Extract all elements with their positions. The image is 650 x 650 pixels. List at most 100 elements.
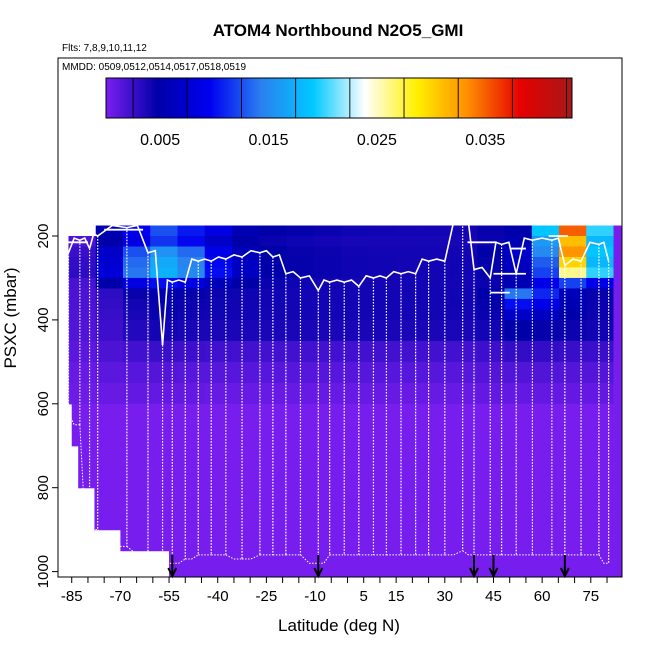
flight-profile-top bbox=[210, 256, 227, 262]
heatmap-cell bbox=[422, 382, 451, 405]
heatmap-cell bbox=[368, 382, 397, 405]
heatmap-cell bbox=[450, 361, 478, 384]
heatmap-cell bbox=[586, 319, 615, 342]
heatmap-cell bbox=[395, 424, 424, 447]
heatmap-cell bbox=[95, 382, 124, 405]
heatmap-cell bbox=[150, 424, 179, 447]
heatmap-cell bbox=[68, 382, 97, 405]
heatmap-cell bbox=[422, 236, 451, 248]
heatmap-cell bbox=[422, 340, 451, 363]
heatmap-cell bbox=[313, 403, 342, 426]
flight-profile-top bbox=[444, 220, 463, 262]
heatmap-cell bbox=[231, 256, 260, 269]
heatmap-cell bbox=[122, 403, 151, 426]
arrow-markers bbox=[167, 555, 570, 579]
heatmap-cell bbox=[71, 424, 97, 447]
heatmap-cell bbox=[313, 319, 342, 342]
heatmap-cell bbox=[477, 246, 506, 258]
heatmap-cell bbox=[395, 309, 424, 321]
heatmap-cell bbox=[395, 529, 424, 552]
heatmap-cell bbox=[531, 403, 560, 426]
heatmap-cell bbox=[259, 361, 288, 384]
heatmap-cell bbox=[177, 550, 206, 573]
heatmap-cell bbox=[177, 361, 206, 384]
heatmap-cell bbox=[231, 288, 260, 300]
heatmap-cell bbox=[531, 319, 560, 342]
heatmap-cell bbox=[95, 277, 124, 290]
flight-profile-bottom bbox=[162, 554, 173, 564]
heatmap-cell bbox=[368, 236, 397, 248]
heatmap-cell bbox=[395, 508, 424, 531]
flight-profile-top bbox=[67, 237, 81, 254]
heatmap-cell bbox=[450, 236, 478, 248]
flight-profile-bottom bbox=[97, 529, 127, 547]
heatmap-cell bbox=[586, 236, 615, 248]
heatmap-cell bbox=[150, 288, 179, 300]
heatmap-cell bbox=[204, 571, 233, 577]
y-tick-label: 400 bbox=[35, 307, 52, 332]
heatmap-cell bbox=[586, 225, 615, 237]
heatmap-cell bbox=[531, 508, 560, 531]
heatmap-cell bbox=[395, 319, 424, 342]
heatmap-cell bbox=[586, 445, 615, 468]
heatmap-cell bbox=[395, 382, 424, 405]
heatmap-cell bbox=[341, 361, 369, 384]
heatmap-cell bbox=[231, 298, 260, 311]
heatmap-cell bbox=[531, 288, 560, 300]
heatmap-cell bbox=[231, 319, 260, 342]
x-tick-label: -85 bbox=[61, 588, 83, 605]
heatmap-cell bbox=[422, 466, 451, 489]
heatmap-cell bbox=[313, 424, 342, 447]
heatmap-cell bbox=[150, 246, 179, 258]
arrow-marker bbox=[313, 555, 324, 579]
heatmap-cell bbox=[504, 487, 533, 510]
flight-profile-top bbox=[428, 258, 446, 262]
heatmap-cell bbox=[531, 256, 560, 269]
heatmap-cell bbox=[450, 319, 478, 342]
flight-profile-top bbox=[79, 237, 91, 249]
heatmap-cell bbox=[477, 288, 506, 300]
heatmap-cell bbox=[422, 403, 451, 426]
x-tick-label: -70 bbox=[110, 588, 132, 605]
heatmap-cell bbox=[477, 571, 506, 577]
heatmap-cell bbox=[286, 236, 315, 248]
flight-profile-top bbox=[473, 266, 491, 279]
x-tick-label: -55 bbox=[158, 588, 180, 605]
heatmap-cell bbox=[95, 508, 124, 531]
x-tick-label: 30 bbox=[436, 588, 453, 605]
flight-track bbox=[67, 220, 610, 564]
heatmap-cell bbox=[477, 403, 506, 426]
heatmap-cell bbox=[231, 403, 260, 426]
heatmap-cell bbox=[177, 403, 206, 426]
heatmap-cell bbox=[286, 382, 315, 405]
x-tick-label: 45 bbox=[485, 588, 502, 605]
heatmap-cell bbox=[231, 340, 260, 363]
heatmap-cell bbox=[477, 508, 506, 531]
colorbar-tick-label: 0.015 bbox=[249, 132, 289, 149]
heatmap-cell bbox=[504, 361, 533, 384]
heatmap-cell bbox=[450, 571, 478, 577]
heatmap-cell bbox=[286, 571, 315, 577]
heatmap-cell bbox=[341, 319, 369, 342]
heatmap-cell bbox=[313, 529, 342, 552]
heatmap-cell bbox=[204, 267, 233, 279]
flight-profile-top bbox=[414, 258, 429, 275]
heatmap-cell bbox=[259, 340, 288, 363]
heatmap-cell bbox=[450, 487, 478, 510]
heatmap-cell bbox=[341, 529, 369, 552]
heatmap-cell bbox=[422, 267, 451, 279]
heatmap-cell bbox=[259, 256, 288, 269]
heatmap-cell bbox=[368, 267, 397, 279]
heatmap-cell bbox=[177, 487, 206, 510]
heatmap-cell bbox=[477, 445, 506, 468]
heatmap-cell bbox=[504, 236, 533, 248]
heatmap-cell bbox=[313, 256, 342, 269]
heatmap-cell bbox=[559, 309, 587, 321]
chart-title: ATOM4 Northbound N2O5_GMI bbox=[213, 21, 464, 40]
flight-profile-bottom bbox=[126, 546, 148, 556]
flight-profile-bottom bbox=[444, 550, 463, 556]
flight-profile-top bbox=[501, 241, 517, 274]
heatmap-cell bbox=[422, 288, 451, 300]
heatmap-cell bbox=[531, 445, 560, 468]
heatmap-cell bbox=[368, 298, 397, 311]
